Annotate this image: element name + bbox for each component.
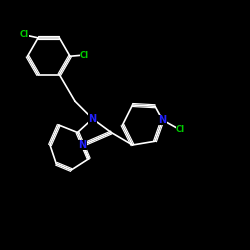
Text: N: N [78, 140, 86, 150]
Text: Cl: Cl [176, 126, 185, 134]
Text: N: N [88, 114, 96, 124]
Text: Cl: Cl [20, 30, 29, 39]
Text: N: N [158, 115, 166, 125]
Text: Cl: Cl [80, 50, 89, 59]
